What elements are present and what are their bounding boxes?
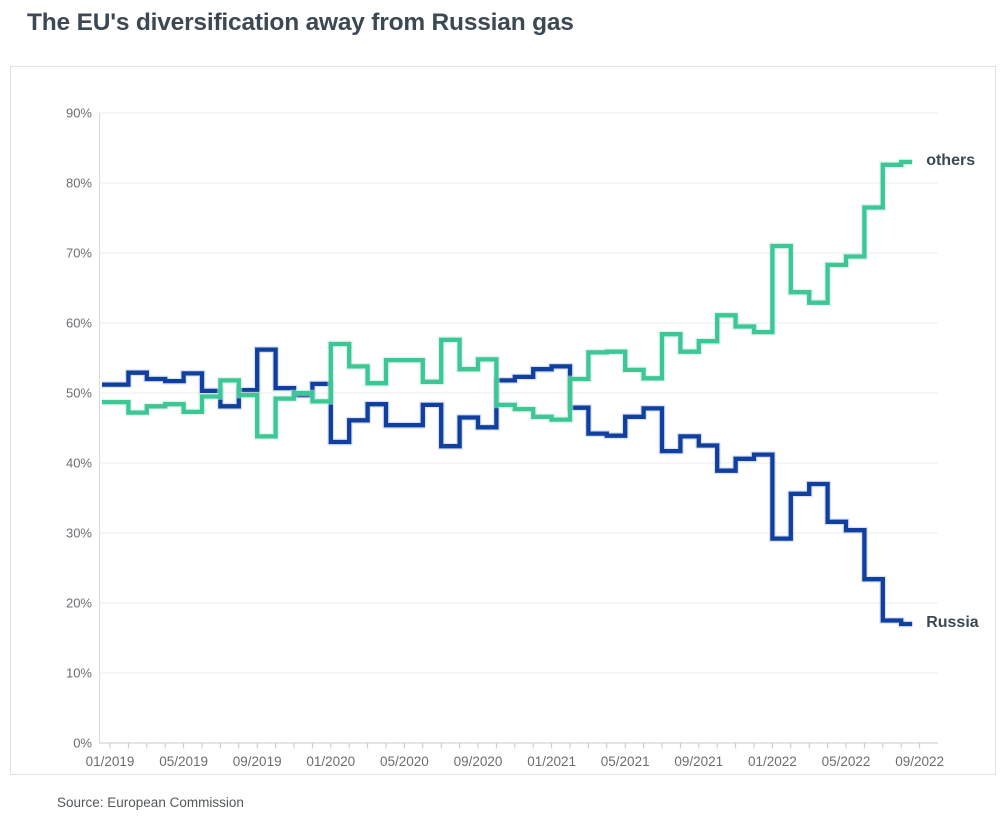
y-tick-label: 10% bbox=[66, 666, 92, 681]
x-tick-label: 05/2020 bbox=[380, 754, 429, 769]
russia-line bbox=[102, 347, 913, 627]
y-tick-label: 20% bbox=[66, 596, 92, 611]
source-note: Source: European Commission bbox=[57, 795, 244, 810]
y-tick-label: 90% bbox=[66, 106, 92, 121]
x-tick-label: 09/2021 bbox=[674, 754, 723, 769]
series-label-others: others bbox=[926, 152, 976, 169]
x-tick-label: 01/2022 bbox=[748, 754, 797, 769]
x-tick-label: 01/2020 bbox=[306, 754, 355, 769]
x-tick-label: 01/2019 bbox=[86, 754, 135, 769]
x-tick-label: 05/2021 bbox=[601, 754, 650, 769]
step-chart: 0% 10% 20% 30% 40% 50% 60% 70% 80% 90% 01/2019 05/2… bbox=[66, 106, 944, 770]
page-title: The EU's diversification away from Russi… bbox=[27, 9, 574, 36]
y-tick-label: 70% bbox=[66, 246, 92, 261]
y-tick-label: 50% bbox=[66, 386, 92, 401]
x-tick-label: 09/2022 bbox=[895, 754, 944, 769]
y-tick-label: 30% bbox=[66, 526, 92, 541]
y-tick-label: 80% bbox=[66, 176, 92, 191]
x-tick-label: 01/2021 bbox=[527, 754, 576, 769]
series-label-russia: Russia bbox=[926, 614, 979, 631]
x-tick-label: 09/2019 bbox=[233, 754, 282, 769]
y-tick-label: 40% bbox=[66, 456, 92, 471]
others-line-halo bbox=[102, 158, 913, 440]
x-tick-label: 09/2020 bbox=[454, 754, 503, 769]
others-line bbox=[102, 159, 913, 439]
x-tick-label: 05/2022 bbox=[822, 754, 871, 769]
y-tick-label: 60% bbox=[66, 316, 92, 331]
x-tick-label: 05/2019 bbox=[159, 754, 208, 769]
y-tick-label: 0% bbox=[73, 736, 92, 751]
chart-card: 0% 10% 20% 30% 40% 50% 60% 70% 80% 90% 01/2019 05/2… bbox=[10, 66, 996, 775]
